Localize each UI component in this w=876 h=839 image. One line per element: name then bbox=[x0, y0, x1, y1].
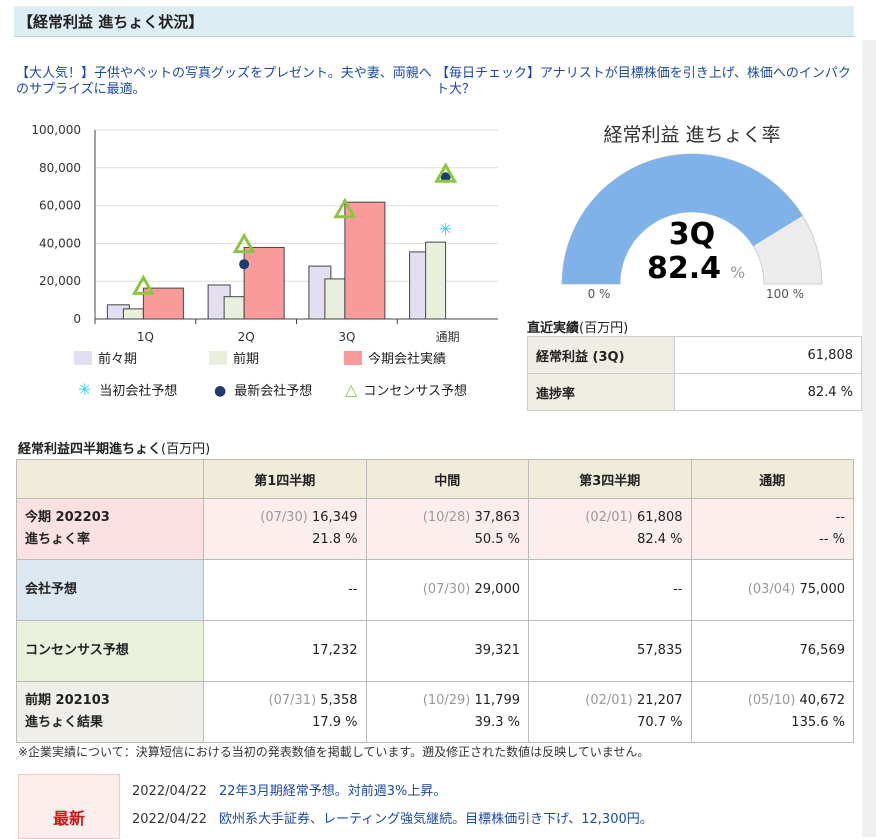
latest-forecast-marker bbox=[239, 259, 250, 270]
ad-link-analyst[interactable]: 【毎日チェック】アナリストが目標株価を引き上げ、株価へのインパクト大？ bbox=[436, 66, 851, 97]
bar-2Q-前期 bbox=[223, 296, 245, 320]
news-item: 2022/04/22 22年3月期経常予想。対前週3%上昇。 bbox=[132, 780, 446, 799]
legend-item-latest-forecast: ● 最新会社予想 bbox=[214, 383, 313, 399]
bar-2Q-今期会社実績 bbox=[243, 246, 285, 320]
ad-link-photo-goods[interactable]: 【大人気！】子供やペットの写真グッズをプレゼント。夫や妻、両親へのサプライズに最… bbox=[16, 66, 432, 97]
y-tick-label: 100,000 bbox=[31, 123, 81, 137]
legend-item-series-2: 今期会社実績 bbox=[344, 348, 446, 367]
gauge-quarter: 3Q bbox=[669, 217, 715, 252]
news-item: 2022/04/22 欧州系大手証券、レーティング強気継続。目標株価引き下げ、12… bbox=[132, 808, 653, 827]
y-tick-label: 80,000 bbox=[39, 161, 81, 175]
table-cell: (05/10) 40,672 135.6 % bbox=[690, 681, 854, 743]
column-header: 中間 bbox=[365, 459, 529, 499]
table-cell: -- bbox=[528, 559, 692, 621]
y-tick-label: 20,000 bbox=[39, 274, 81, 288]
legend-swatch bbox=[74, 351, 92, 365]
latest-forecast-marker bbox=[440, 172, 451, 183]
consensus-marker bbox=[232, 232, 256, 254]
triangle-icon: △ bbox=[345, 380, 358, 399]
table-row: 会社予想 -- (07/30) 29,000 -- (03/04) 75,000 bbox=[16, 559, 854, 621]
quarter-progress-table: 第1四半期 中間 第3四半期 通期 今期 202203 進ちょく率 (07/30)… bbox=[16, 459, 854, 743]
table-cell: (10/29) 11,799 39.3 % bbox=[365, 681, 529, 743]
row-header: 前期 202103 進ちょく結果 bbox=[16, 681, 204, 743]
legend-item-series-1: 前期 bbox=[209, 348, 259, 367]
table-cell: (03/04) 75,000 bbox=[690, 559, 854, 621]
bar-通期-前期 bbox=[425, 241, 447, 320]
news-date: 2022/04/22 bbox=[132, 784, 207, 799]
initial-forecast-marker: ✳ bbox=[439, 219, 452, 238]
consensus-marker bbox=[131, 274, 155, 295]
bar-1Q-前期 bbox=[122, 308, 144, 320]
recent-value: 82.4 % bbox=[674, 373, 862, 411]
table-cell: 17,232 bbox=[203, 620, 367, 682]
column-header: 第1四半期 bbox=[203, 459, 367, 499]
table-row: コンセンサス予想 17,232 39,321 57,835 76,569 bbox=[16, 620, 854, 682]
quarter-table-title: 経常利益四半期進ちょく(百万円) bbox=[18, 442, 211, 457]
table-cell: (02/01) 61,808 82.4 % bbox=[528, 498, 692, 560]
profit-progress-chart: 100,000 80,000 60,000 40,000 20,000 0 1Q 2Q 3Q 通期… bbox=[31, 123, 498, 344]
recent-label: 経常利益 (3Q) bbox=[527, 336, 675, 374]
column-header bbox=[16, 459, 204, 499]
news-link[interactable]: 欧州系大手証券、レーティング強気継続。目標株価引き下げ、12,300円。 bbox=[218, 812, 653, 827]
table-cell: (07/30) 16,349 21.8 % bbox=[203, 498, 367, 560]
bar-3Q-前期 bbox=[324, 278, 346, 320]
row-header: 会社予想 bbox=[16, 559, 204, 621]
table-row: 前期 202103 進ちょく結果 (07/31) 5,358 17.9 % (10/… bbox=[16, 681, 854, 743]
x-tick-label: 1Q bbox=[137, 330, 154, 344]
column-header: 第3四半期 bbox=[528, 459, 692, 499]
legend-item-series-0: 前々期 bbox=[74, 348, 137, 367]
column-header: 通期 bbox=[690, 459, 854, 499]
gauge-max-label: 100 % bbox=[766, 287, 804, 300]
recent-label: 進捗率 bbox=[527, 373, 675, 411]
dot-icon: ● bbox=[214, 383, 227, 399]
table-cell: -- bbox=[203, 559, 367, 621]
table-header-row: 第1四半期 中間 第3四半期 通期 bbox=[16, 459, 854, 499]
progress-gauge: 3Q 82.4 % 0 % 100 % bbox=[561, 153, 823, 300]
table-cell: 57,835 bbox=[528, 620, 692, 682]
news-link[interactable]: 22年3月期経常予想。対前週3%上昇。 bbox=[218, 784, 447, 799]
recent-results-table: 経常利益 (3Q) 61,808 進捗率 82.4 % bbox=[527, 336, 862, 411]
x-tick-label: 2Q bbox=[238, 330, 255, 344]
table-cell: 39,321 bbox=[365, 620, 529, 682]
news-date: 2022/04/22 bbox=[132, 812, 207, 827]
vertical-scrollbar[interactable] bbox=[862, 40, 876, 837]
table-cell: (07/31) 5,358 17.9 % bbox=[203, 681, 367, 743]
gauge-min-label: 0 % bbox=[588, 287, 611, 300]
y-tick-label: 60,000 bbox=[39, 199, 81, 213]
gauge-title: 経常利益 進ちょく率 bbox=[603, 124, 781, 146]
footnote: ※企業実績について：決算短信における当初の発表数値を掲載しています。遡及修正され… bbox=[18, 745, 650, 759]
table-cell: 76,569 bbox=[690, 620, 854, 682]
row-header: コンセンサス予想 bbox=[16, 620, 204, 682]
section-header: 【経常利益 進ちょく状況】 bbox=[14, 6, 854, 37]
table-cell: (02/01) 21,207 70.7 % bbox=[528, 681, 692, 743]
y-tick-label: 40,000 bbox=[39, 236, 81, 250]
gauge-fill bbox=[562, 154, 803, 284]
legend-swatch bbox=[344, 351, 362, 365]
table-row: 経常利益 (3Q) 61,808 bbox=[527, 336, 862, 374]
recent-value: 61,808 bbox=[674, 336, 862, 374]
row-header: 今期 202203 進ちょく率 bbox=[16, 498, 204, 560]
legend-item-initial-forecast: ✳ 当初会社予想 bbox=[78, 380, 178, 399]
consensus-marker bbox=[333, 197, 357, 219]
table-row: 進捗率 82.4 % bbox=[527, 373, 862, 411]
gauge-unit: % bbox=[730, 263, 745, 282]
latest-news-badge: 最新 bbox=[18, 774, 120, 839]
recent-results-title: 直近実績(百万円) bbox=[527, 321, 629, 336]
table-cell: -- -- % bbox=[690, 498, 854, 560]
asterisk-icon: ✳ bbox=[78, 380, 92, 399]
x-tick-label: 3Q bbox=[338, 330, 355, 344]
section-title: 【経常利益 進ちょく状況】 bbox=[18, 13, 204, 31]
legend-swatch bbox=[209, 351, 227, 365]
x-tick-label: 通期 bbox=[436, 330, 460, 344]
table-row: 今期 202203 進ちょく率 (07/30) 16,349 21.8 % (10/… bbox=[16, 498, 854, 560]
legend-item-consensus: △ コンセンサス予想 bbox=[345, 380, 468, 399]
table-cell: (10/28) 37,863 50.5 % bbox=[365, 498, 529, 560]
bar-3Q-今期会社実績 bbox=[344, 201, 386, 320]
table-cell: (07/30) 29,000 bbox=[365, 559, 529, 621]
consensus-marker bbox=[434, 162, 458, 183]
y-tick-label: 0 bbox=[73, 312, 81, 326]
gauge-value: 82.4 bbox=[647, 251, 721, 286]
